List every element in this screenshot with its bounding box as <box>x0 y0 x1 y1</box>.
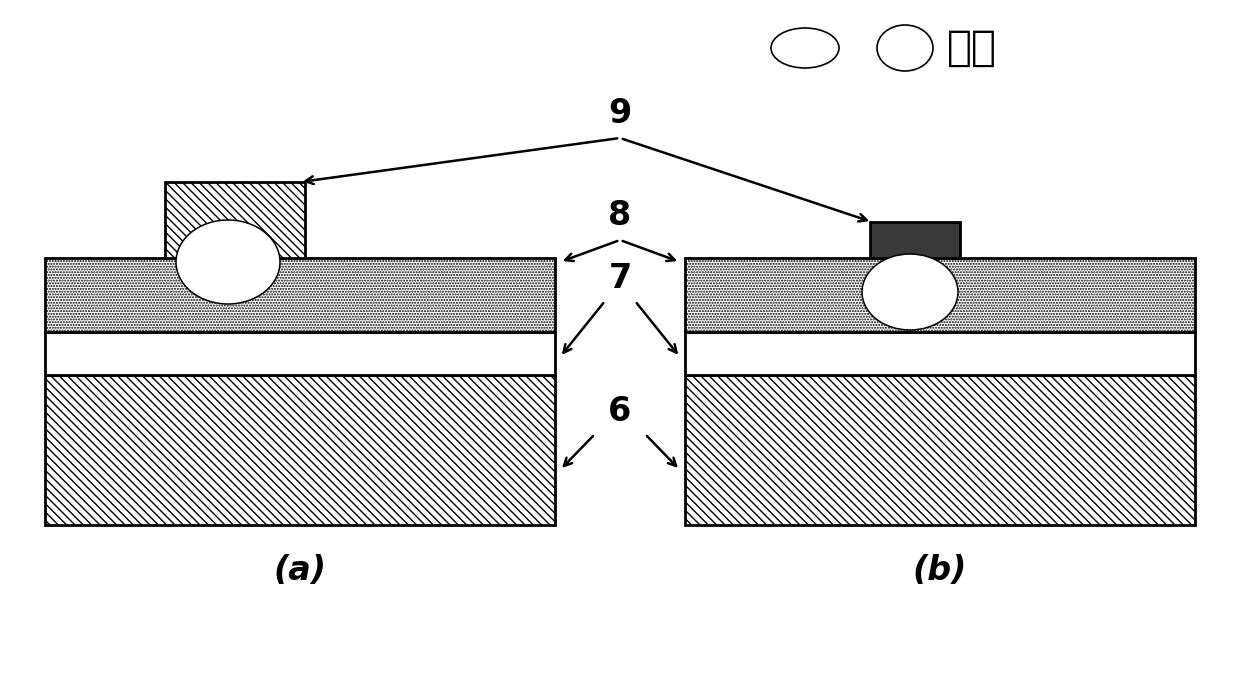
Text: 9: 9 <box>609 97 631 130</box>
Ellipse shape <box>791 40 818 56</box>
Bar <box>45 375 556 525</box>
Text: (a): (a) <box>274 554 326 586</box>
Bar <box>684 332 1195 375</box>
Ellipse shape <box>897 281 924 303</box>
Ellipse shape <box>208 246 248 277</box>
Text: 模场: 模场 <box>947 27 997 69</box>
Text: 6: 6 <box>609 395 631 428</box>
Text: 8: 8 <box>609 199 631 232</box>
Bar <box>870 222 960 258</box>
Bar <box>45 332 556 375</box>
Text: 7: 7 <box>609 262 631 295</box>
Bar <box>45 258 556 332</box>
Ellipse shape <box>785 36 826 60</box>
Ellipse shape <box>188 231 267 294</box>
Ellipse shape <box>799 44 812 52</box>
Text: (b): (b) <box>913 554 967 586</box>
Ellipse shape <box>182 225 274 299</box>
Ellipse shape <box>903 286 916 297</box>
Ellipse shape <box>899 44 910 52</box>
Ellipse shape <box>883 270 937 313</box>
Ellipse shape <box>222 257 234 267</box>
Ellipse shape <box>862 254 959 330</box>
Ellipse shape <box>883 30 928 67</box>
Ellipse shape <box>771 28 839 68</box>
Ellipse shape <box>196 236 260 288</box>
Ellipse shape <box>894 39 916 57</box>
Ellipse shape <box>875 265 945 319</box>
Bar <box>165 182 305 258</box>
Ellipse shape <box>777 32 832 64</box>
Ellipse shape <box>869 260 951 324</box>
Ellipse shape <box>877 25 932 71</box>
Bar <box>684 375 1195 525</box>
Ellipse shape <box>176 220 280 304</box>
Ellipse shape <box>202 241 254 283</box>
Bar <box>684 258 1195 332</box>
Ellipse shape <box>888 34 921 62</box>
Ellipse shape <box>889 275 930 308</box>
Ellipse shape <box>215 252 241 273</box>
